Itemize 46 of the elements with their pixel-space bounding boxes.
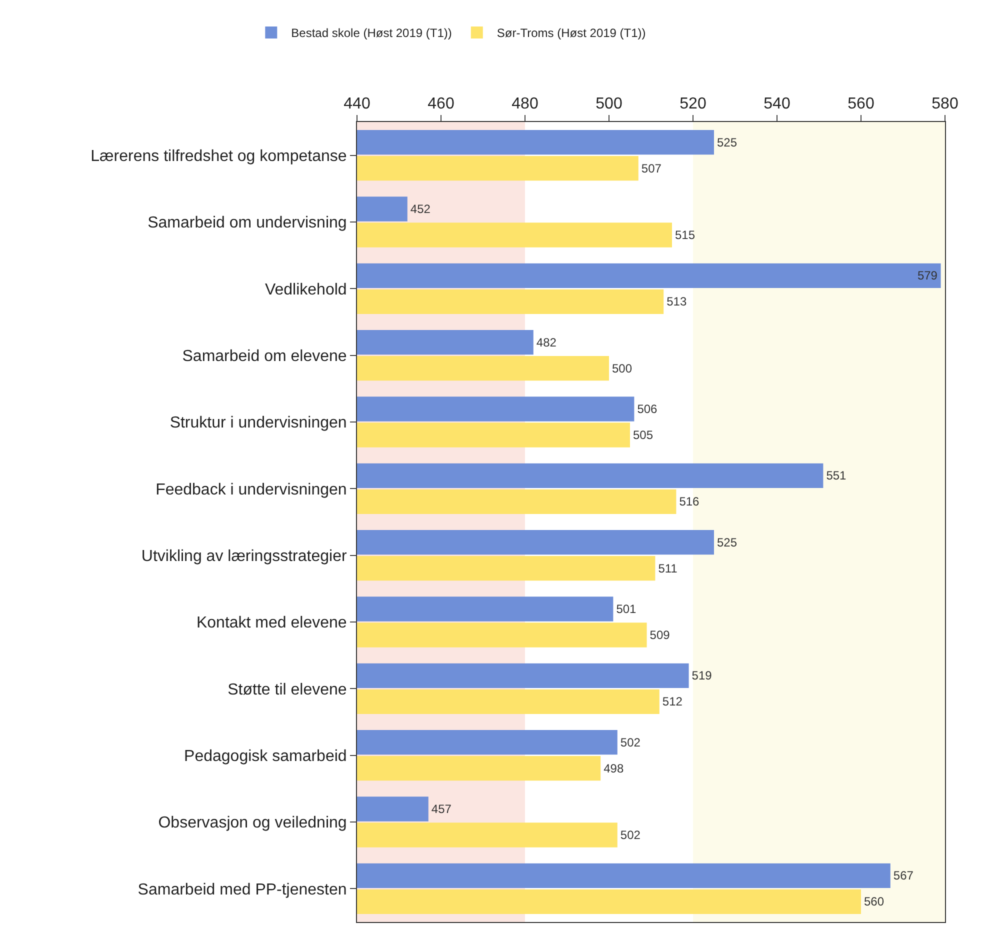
x-tick-label: 460	[428, 96, 454, 113]
x-tick-label: 520	[680, 96, 706, 113]
data-label: 525	[717, 135, 738, 150]
x-tick-label: 500	[596, 96, 622, 113]
data-label: 482	[536, 335, 557, 350]
data-label: 506	[637, 402, 658, 416]
data-label: 502	[620, 828, 641, 842]
data-label: 516	[679, 494, 700, 509]
data-label: 505	[633, 428, 654, 442]
y-tick-label: Kontakt med elevene	[196, 614, 347, 632]
data-label: 509	[650, 628, 670, 642]
data-label: 512	[662, 694, 683, 709]
x-tick-label: 560	[848, 96, 874, 113]
y-tick-label: Struktur i undervisningen	[170, 414, 347, 432]
data-label: 498	[604, 761, 624, 776]
y-tick-label: Samarbeid om elevene	[182, 348, 347, 365]
data-label: 579	[917, 268, 938, 283]
y-tick-label: Samarbeid om undervisning	[148, 214, 347, 232]
data-label: 511	[658, 561, 678, 576]
data-label: 457	[431, 802, 452, 816]
x-tick-label: 480	[512, 96, 538, 113]
data-label: 551	[826, 468, 847, 483]
y-tick-label: Vedlikehold	[264, 281, 347, 298]
data-label: 513	[666, 294, 687, 309]
y-tick-label: Observasjon og veiledning	[158, 814, 347, 832]
data-label: 519	[692, 668, 712, 683]
data-label: 515	[675, 228, 696, 242]
legend-label: Bestad skole (Høst 2019 (T1))	[291, 26, 452, 40]
data-label: 560	[864, 894, 884, 909]
data-label: 500	[612, 361, 632, 376]
y-tick-label: Samarbeid med PP-tjenesten	[138, 881, 347, 898]
y-tick-label: Lærerens tilfredshet og kompetanse	[90, 148, 347, 165]
x-tick-label: 540	[764, 96, 790, 113]
x-tick-label: 580	[932, 96, 958, 113]
data-label: 525	[717, 535, 738, 550]
data-label: 507	[641, 161, 662, 176]
data-label: 502	[620, 735, 641, 750]
y-tick-label: Pedagogisk samarbeid	[184, 748, 347, 765]
y-tick-label: Utvikling av læringsstrategier	[141, 548, 348, 565]
data-label: 501	[616, 602, 637, 616]
data-label: 567	[893, 868, 914, 883]
y-tick-label: Feedback i undervisningen	[156, 481, 347, 498]
x-tick-label: 440	[344, 96, 370, 113]
data-label: 452	[410, 202, 431, 216]
legend-label: Sør-Troms (Høst 2019 (T1))	[496, 26, 646, 40]
y-tick-label: Støtte til elevene	[228, 681, 347, 698]
